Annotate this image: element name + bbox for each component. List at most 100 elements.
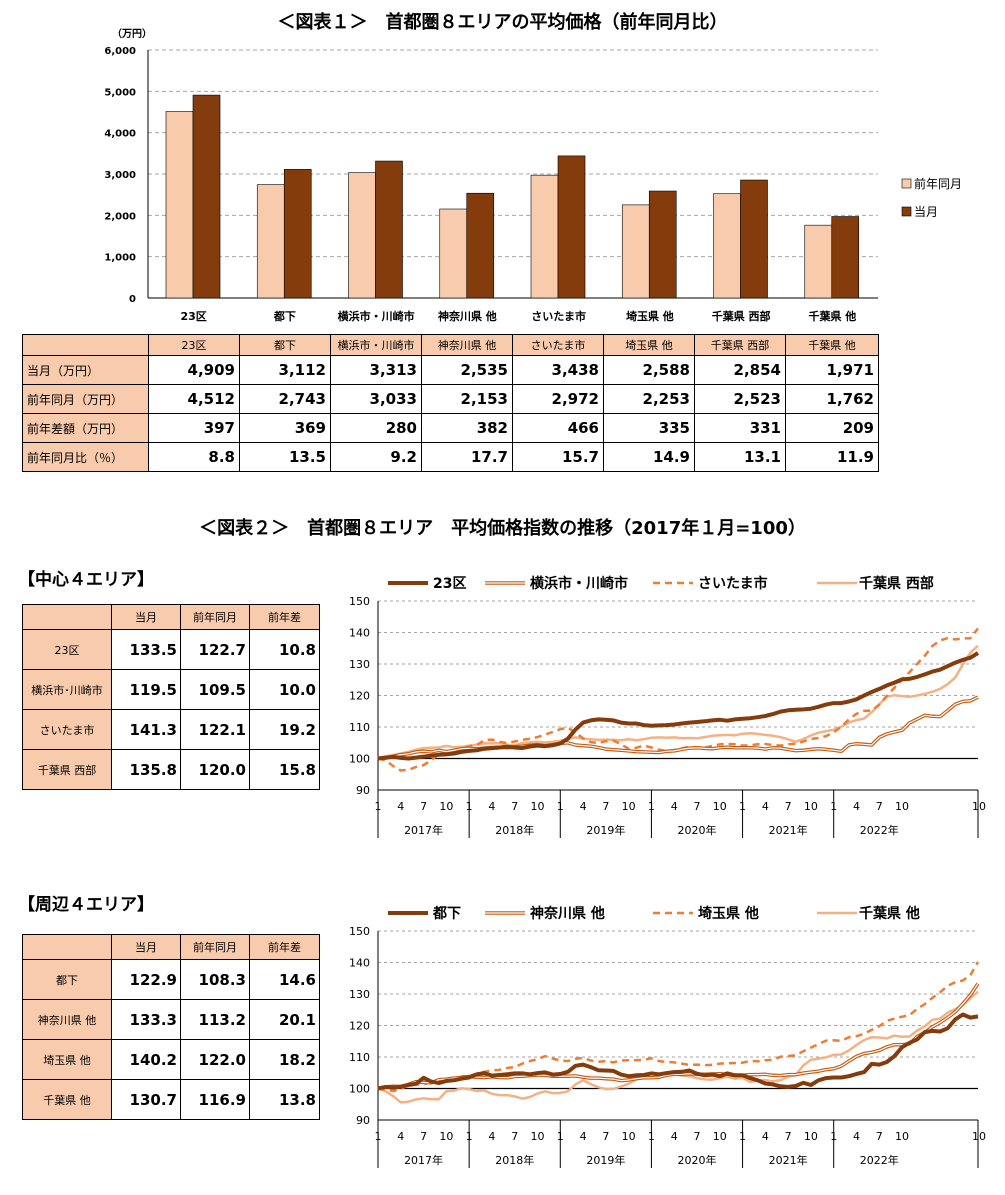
table-cell: 116.9 (180, 1079, 250, 1120)
table-row: 当月（万円） 4,909 3,112 3,313 2,535 3,438 2,5… (22, 355, 879, 385)
x-tick-label: 1 (830, 1130, 837, 1143)
table-cell: 122.9 (111, 959, 181, 1000)
table-cell: 13.8 (249, 1079, 320, 1120)
table-cell: 15.7 (512, 442, 604, 472)
y-tick-label: 100 (349, 1083, 370, 1096)
y-tick-label: 2,000 (104, 211, 136, 222)
legend-label: 前年同月 (914, 176, 962, 191)
year-label: 2020年 (677, 1153, 716, 1167)
table-row: 埼玉県 他 140.2 122.0 18.2 (22, 1039, 320, 1080)
x-category-label: さいたま市 (531, 309, 586, 323)
y-tick-label: 90 (356, 1114, 370, 1127)
table-cell: 3,313 (330, 355, 422, 385)
figure2-title: ＜図表２＞ 首都圏８エリア 平均価格指数の推移（2017年１月=100） (199, 518, 806, 539)
bar (375, 160, 403, 299)
table-row: 千葉県 他 130.7 116.9 13.8 (22, 1079, 320, 1120)
x-tick-label: 4 (580, 1130, 587, 1143)
x-tick-label: 10 (972, 1130, 986, 1143)
table-cell: 2,743 (239, 384, 331, 414)
legend-label: 23区 (433, 576, 466, 592)
table-cell: 2,523 (694, 384, 786, 414)
y-tick-label: 120 (349, 690, 370, 703)
bar (165, 111, 194, 299)
table-cell: 119.5 (111, 669, 181, 710)
x-tick-label: 1 (557, 800, 564, 813)
x-tick-label: 7 (511, 1130, 518, 1143)
row-label: 神奈川県 他 (22, 999, 112, 1040)
x-tick-label: 4 (853, 1130, 860, 1143)
y-tick-label: 130 (349, 658, 370, 671)
table-cell: 397 (148, 413, 240, 443)
y-tick-label: 1,000 (104, 253, 136, 264)
table-cell: 209 (785, 413, 879, 443)
bar (648, 190, 677, 299)
table-cell: 120.0 (180, 749, 250, 790)
year-label: 2017年 (404, 1153, 443, 1167)
x-tick-label: 1 (648, 800, 655, 813)
table-cell: 280 (330, 413, 422, 443)
center-line-chart: 23区 横浜市・川崎市 さいたま市 千葉県 西部9010011012013014015… (349, 575, 986, 838)
table-cell: 122.0 (180, 1039, 250, 1080)
table-cell: 335 (603, 413, 695, 443)
table-cell: 369 (239, 413, 331, 443)
y-tick-label: 140 (349, 957, 370, 970)
x-tick-label: 7 (693, 1130, 700, 1143)
x-category-label: 神奈川県 他 (438, 309, 497, 323)
row-label: 前年同月（万円） (22, 384, 149, 414)
x-tick-label: 4 (762, 1130, 769, 1143)
row-label: 埼玉県 他 (22, 1039, 112, 1080)
x-tick-label: 7 (420, 1130, 427, 1143)
x-category-label: 都下 (273, 309, 296, 323)
table-row: 前年差額（万円） 397 369 280 382 466 335 331 209 (22, 413, 879, 443)
row-label: 前年同月比（％） (22, 442, 149, 472)
bar (530, 174, 559, 299)
x-tick-label: 10 (804, 1130, 818, 1143)
column-header: 神奈川県 他 (421, 334, 513, 356)
x-tick-label: 1 (375, 800, 382, 813)
table-cell: 4,909 (148, 355, 240, 385)
periph-line-chart: 都下 神奈川県 他埼玉県 他千葉県 他901001101201301401501 4… (349, 905, 986, 1168)
column-header: 千葉県 他 (785, 334, 879, 356)
table-cell: 133.3 (111, 999, 181, 1040)
x-tick-label: 10 (895, 800, 909, 813)
y-tick-label: 110 (349, 721, 370, 734)
table-cell: 17.7 (421, 442, 513, 472)
x-tick-label: 4 (488, 800, 495, 813)
x-tick-label: 7 (693, 800, 700, 813)
legend-label: 都下 (432, 906, 461, 922)
table-cell: 130.7 (111, 1079, 181, 1120)
table-cell: 2,535 (421, 355, 513, 385)
x-tick-label: 7 (602, 800, 609, 813)
year-label: 2019年 (586, 823, 625, 837)
x-tick-label: 4 (671, 1130, 678, 1143)
x-tick-label: 4 (671, 800, 678, 813)
year-label: 2022年 (860, 1153, 899, 1167)
table-cell: 382 (421, 413, 513, 443)
bar (256, 184, 285, 299)
table-cell: 19.2 (249, 709, 320, 750)
table-cell: 3,112 (239, 355, 331, 385)
x-tick-label: 10 (713, 800, 727, 813)
x-tick-label: 10 (895, 1130, 909, 1143)
row-label: 横浜市･川崎市 (22, 669, 112, 710)
x-tick-label: 1 (739, 800, 746, 813)
table-cell: 4,512 (148, 384, 240, 414)
column-header: 前年同月 (180, 934, 250, 960)
year-label: 2018年 (495, 823, 534, 837)
x-tick-label: 7 (420, 800, 427, 813)
x-tick-label: 1 (648, 1130, 655, 1143)
table-row: 前年同月（万円） 4,512 2,743 3,033 2,153 2,972 2… (22, 384, 879, 414)
legend-swatch (901, 178, 912, 189)
year-label: 2021年 (769, 1153, 808, 1167)
legend-label: 当月 (914, 205, 938, 219)
y-tick-label: 6,000 (104, 46, 136, 57)
table-cell: 11.9 (785, 442, 879, 472)
y-tick-label: 110 (349, 1051, 370, 1064)
y-tick-label: 120 (349, 1020, 370, 1033)
year-label: 2020年 (677, 823, 716, 837)
table-cell: 1,762 (785, 384, 879, 414)
x-tick-label: 10 (530, 800, 544, 813)
series-line (377, 1012, 979, 1091)
bar (192, 94, 221, 299)
section-periph-heading: 【周辺４エリア】 (18, 895, 154, 915)
